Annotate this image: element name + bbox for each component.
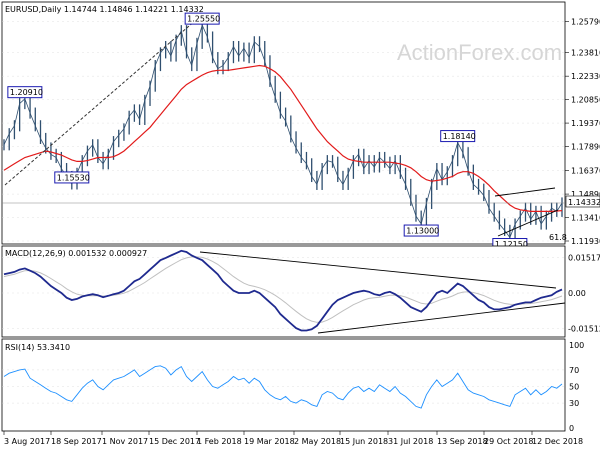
price-tick-label: 1.25790 <box>571 17 600 26</box>
time-tick-label: 18 Sep 2017 <box>51 437 102 446</box>
price-label-box <box>440 130 476 143</box>
moving-average-path <box>3 64 563 212</box>
price-label-text: 1.18140 <box>443 132 476 141</box>
price-label-box <box>184 12 220 25</box>
rsi-axis: 100 70 50 30 0 <box>2 341 584 433</box>
price-tick-label: 1.19370 <box>571 119 600 128</box>
time-tick-label: 2 May 2018 <box>294 437 341 446</box>
rsi-tick-label: 0 <box>569 424 574 433</box>
moving-average-line <box>3 64 563 212</box>
rsi-panel: RSI(14) 53.3410 100 70 50 30 0 <box>1 338 584 433</box>
macd-axis: 0.015178 0.00 -0.015126 <box>2 253 600 333</box>
fib-label: 61.8 <box>549 233 567 242</box>
time-tick-label: 1 Nov 2017 <box>102 437 148 446</box>
macd-panel: MACD(12,26,9) 0.001532 0.000927 0.015178… <box>1 245 600 338</box>
time-tick-label: 1 Feb 2018 <box>197 437 242 446</box>
time-tick-label: 19 Mar 2018 <box>244 437 295 446</box>
time-tick-label: 15 Jun 2018 <box>340 437 388 446</box>
wedge-upper-line <box>494 187 556 197</box>
macd-path <box>3 249 563 332</box>
time-axis: 3 Aug 2017 18 Sep 2017 1 Nov 2017 15 Dec 20… <box>3 431 583 446</box>
watermark: ActionForex.com <box>397 40 562 65</box>
current-price-value: 1.14332 <box>568 198 600 207</box>
macd-tick-label: 0.00 <box>568 289 586 298</box>
macd-title: MACD(12,26,9) 0.001532 0.000927 <box>5 249 147 258</box>
price-label-box <box>54 171 90 184</box>
price-label-text: 1.12150 <box>495 240 528 249</box>
wedge-lower-line <box>497 209 559 237</box>
price-label-text: 1.15530 <box>57 173 90 182</box>
price-tick-label: 1.23810 <box>571 49 600 58</box>
time-tick-label: 15 Dec 2017 <box>149 437 200 446</box>
time-tick-label: 29 Oct 2018 <box>484 437 533 446</box>
price-tick-label: 1.22330 <box>571 72 600 81</box>
rsi-tick-label: 70 <box>569 366 579 375</box>
price-label-box <box>7 86 43 99</box>
time-tick-label: 31 Jul 2018 <box>388 437 433 446</box>
macd-lower-trendline <box>317 302 566 334</box>
rsi-line <box>3 365 563 409</box>
price-label-text: 1.25550 <box>187 15 220 24</box>
price-axis: 1.25790 1.23810 1.22330 1.20850 1.19370 1.178… <box>565 17 600 246</box>
time-tick-label: 3 Aug 2017 <box>4 437 50 446</box>
current-price-box <box>565 195 600 208</box>
trend-lines <box>4 19 559 237</box>
chart-title: EURUSD,Daily 1.14744 1.14846 1.14221 1.1… <box>5 5 204 14</box>
price-tick-label: 1.20850 <box>571 96 600 105</box>
macd-tick-label: 0.015178 <box>568 253 600 262</box>
rsi-panel-frame <box>1 338 566 432</box>
rsi-tick-label: 30 <box>569 399 579 408</box>
price-tick-label: 1.14890 <box>571 190 600 199</box>
price-label-text: 1.20910 <box>10 88 43 97</box>
price-tick-label: 1.11930 <box>571 237 600 246</box>
rsi-tick-label: 100 <box>569 341 584 350</box>
rsi-title: RSI(14) 53.3410 <box>5 343 70 352</box>
time-tick-label: 12 Dec 2018 <box>532 437 583 446</box>
price-panel: EURUSD,Daily 1.14744 1.14846 1.14221 1.1… <box>1 1 600 251</box>
price-tick-label: 1.13410 <box>571 214 600 223</box>
macd-line <box>3 249 563 332</box>
price-label-box <box>403 224 439 237</box>
price-tick-label: 1.16370 <box>571 167 600 176</box>
time-tick-label: 13 Sep 2018 <box>437 437 488 446</box>
macd-panel-frame <box>1 245 566 338</box>
price-tick-label: 1.17890 <box>571 143 600 152</box>
macd-tick-label: -0.015126 <box>568 324 600 333</box>
price-label-text: 1.13000 <box>406 227 439 236</box>
macd-upper-trendline <box>199 251 557 289</box>
price-grid <box>2 21 565 242</box>
rsi-path <box>3 365 563 409</box>
rising-trendline <box>4 19 197 186</box>
rsi-tick-label: 50 <box>569 383 579 392</box>
